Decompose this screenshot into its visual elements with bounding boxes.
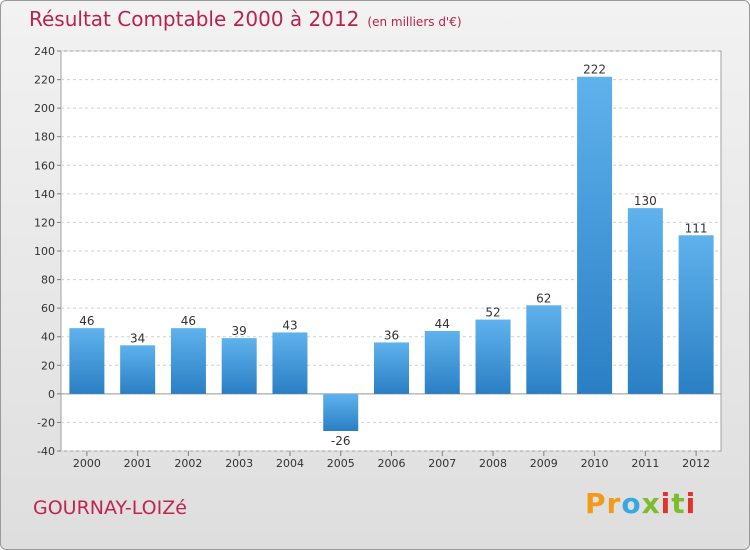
x-axis: 2000 2001 2002 2003 2004 2005 2006 2007 2008 2009… <box>73 451 710 470</box>
data-label: 36 <box>384 328 399 342</box>
y-axis: -40 -20 0 20 40 60 80 100 120 140 160 180 200 220 240 <box>34 45 61 458</box>
logo-letter: o <box>621 487 642 520</box>
data-label: 111 <box>685 221 708 235</box>
logo-letter: i <box>685 487 697 520</box>
y-tick-label: 200 <box>34 102 55 115</box>
y-tick-label: 120 <box>34 216 55 229</box>
x-tick-label: 2008 <box>479 457 507 470</box>
bar-2002 <box>170 328 206 394</box>
y-tick-label: 80 <box>41 274 55 287</box>
y-tick-label: 100 <box>34 245 55 258</box>
y-tick-label: 240 <box>34 45 55 58</box>
bar-2004 <box>272 332 308 394</box>
y-tick-label: 220 <box>34 74 55 87</box>
bar-2001 <box>120 345 156 394</box>
data-label: 44 <box>435 317 450 331</box>
data-label: 34 <box>130 331 145 345</box>
y-tick-label: 40 <box>41 331 55 344</box>
x-tick-label: 2003 <box>225 457 253 470</box>
x-tick-label: 2006 <box>378 457 406 470</box>
data-label: 130 <box>634 194 657 208</box>
bar-2007 <box>424 331 460 394</box>
logo-letter: x <box>641 487 661 520</box>
bar-2003 <box>221 338 257 394</box>
x-tick-label: 2002 <box>174 457 202 470</box>
bar-2005 <box>323 393 359 431</box>
data-label: 222 <box>583 63 606 77</box>
data-label: -26 <box>331 434 351 448</box>
proxiti-logo: Proxiti <box>585 487 696 520</box>
y-tick-label: 140 <box>34 188 55 201</box>
y-tick-label: 20 <box>41 359 55 372</box>
data-label: 43 <box>282 318 297 332</box>
x-tick-label: 2005 <box>327 457 355 470</box>
x-tick-label: 2001 <box>124 457 152 470</box>
data-label: 62 <box>536 291 551 305</box>
logo-letter: i <box>660 487 672 520</box>
bar-2000 <box>69 328 105 394</box>
x-tick-label: 2012 <box>682 457 710 470</box>
y-tick-label: 160 <box>34 159 55 172</box>
y-tick-label: 0 <box>48 388 55 401</box>
bar-2012 <box>678 235 714 394</box>
logo-letter: r <box>606 487 622 520</box>
chart-title-text: Résultat Comptable 2000 à 2012 <box>29 7 360 31</box>
chart-subtitle: (en milliers d'€) <box>367 15 462 29</box>
bar-2011 <box>627 208 663 394</box>
y-tick-label: -40 <box>37 445 55 458</box>
y-tick-label: -20 <box>37 416 55 429</box>
data-label: 52 <box>485 306 500 320</box>
logo-letter: P <box>585 487 607 520</box>
data-label: 46 <box>79 314 94 328</box>
bar-2009 <box>526 305 562 394</box>
bar-2010 <box>577 76 613 394</box>
bar-chart: -40-20020406080100120140160180200220240 … <box>34 45 722 470</box>
chart-title: Résultat Comptable 2000 à 2012 (en millie… <box>29 7 462 31</box>
bars: 46 34 46 39 43 -26 36 44 52 62 222 130 111 <box>69 63 714 448</box>
bar-2006 <box>374 342 409 394</box>
logo-letter: t <box>671 487 686 520</box>
x-tick-label: 2004 <box>276 457 304 470</box>
y-tick-label: 60 <box>41 302 55 315</box>
x-tick-label: 2010 <box>581 457 609 470</box>
data-label: 46 <box>181 314 196 328</box>
data-label: 39 <box>232 324 247 338</box>
y-tick-label: 180 <box>34 131 55 144</box>
x-tick-label: 2009 <box>530 457 558 470</box>
x-tick-label: 2007 <box>428 457 456 470</box>
x-tick-label: 2000 <box>73 457 101 470</box>
x-tick-label: 2011 <box>631 457 659 470</box>
bar-2008 <box>475 319 511 394</box>
place-name: GOURNAY-LOIZé <box>33 497 187 519</box>
